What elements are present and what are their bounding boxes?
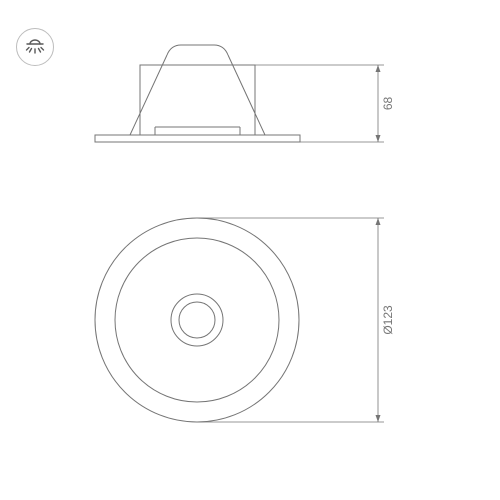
technical-drawing: 68 Ø123 [0, 0, 500, 500]
svg-text:Ø123: Ø123 [381, 305, 395, 335]
front-view [95, 218, 299, 422]
downlight-icon [23, 35, 47, 59]
side-view [95, 45, 300, 142]
diagram-canvas: 68 Ø123 [0, 0, 500, 500]
svg-text:68: 68 [381, 97, 395, 111]
downlight-icon-badge [16, 28, 54, 66]
